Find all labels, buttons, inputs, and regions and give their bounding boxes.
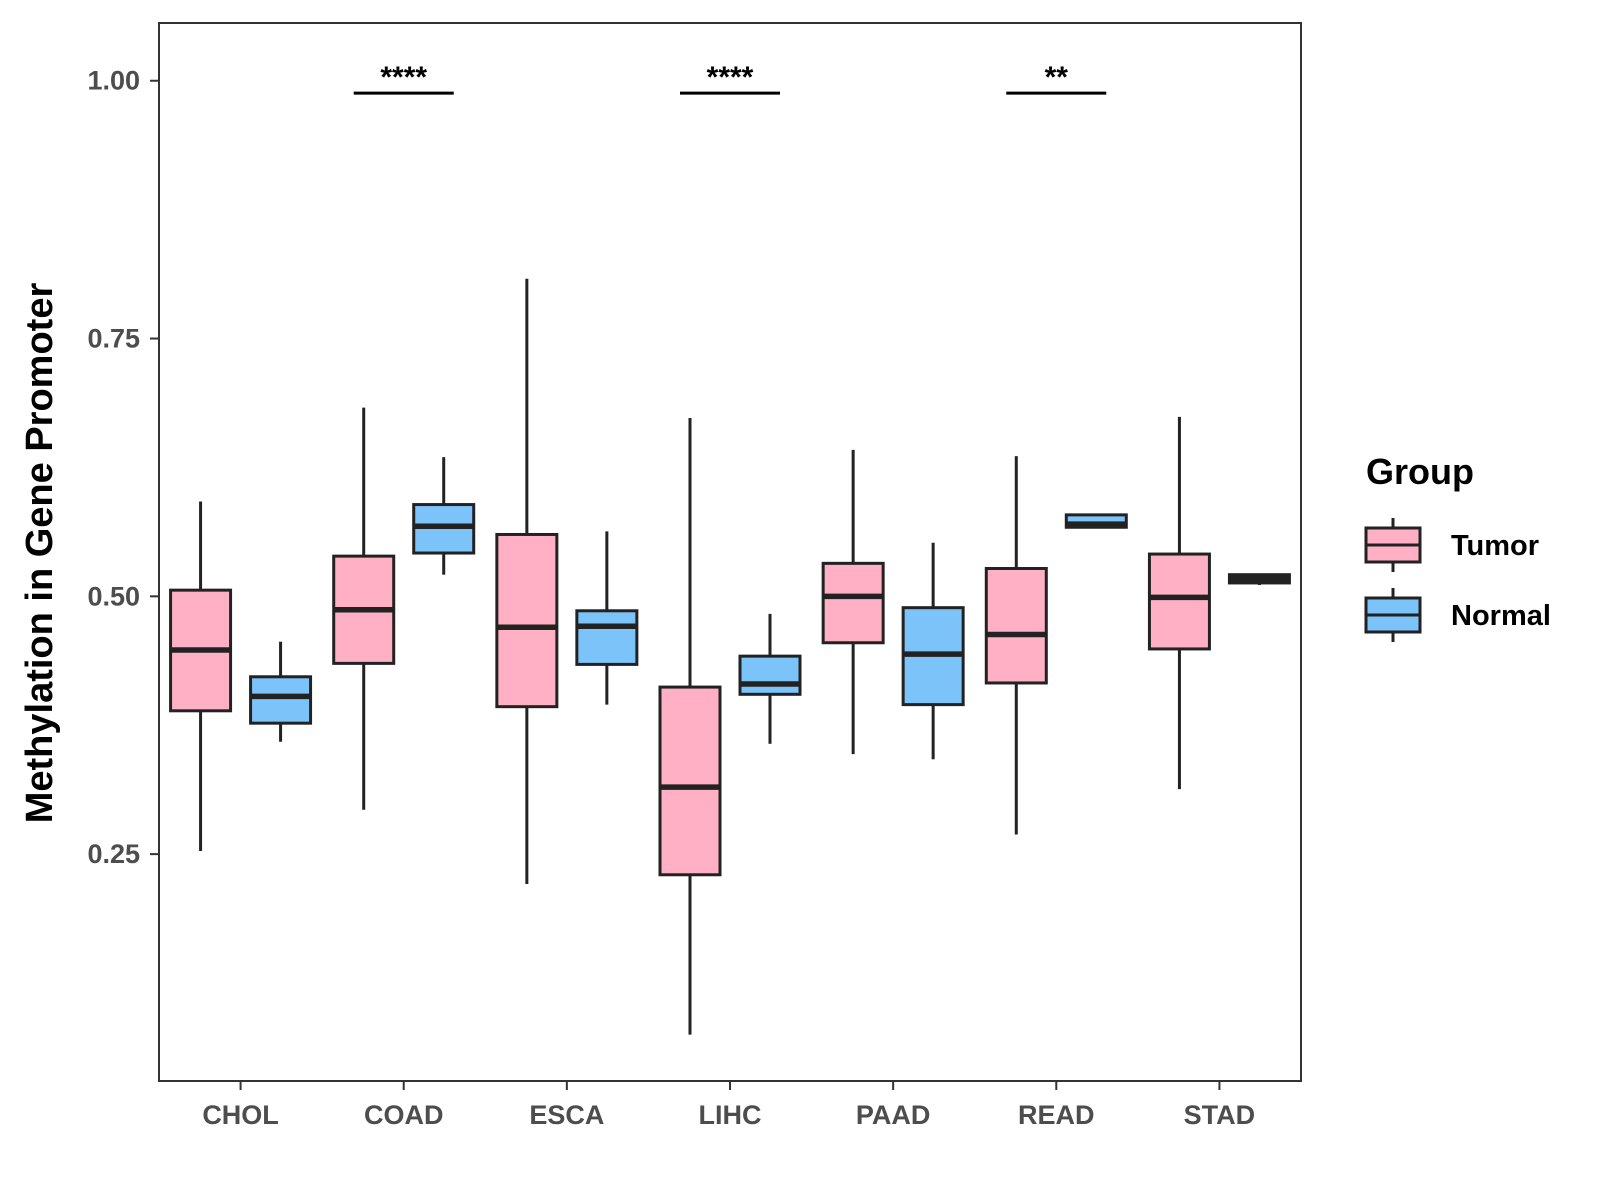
box-tumor-chol xyxy=(169,501,233,852)
box-iqr xyxy=(738,654,802,696)
box-iqr xyxy=(658,685,722,877)
series-normal xyxy=(249,457,1291,760)
y-tick-label: 0.25 xyxy=(87,839,140,869)
box-tumor-coad xyxy=(332,407,396,810)
x-tick-label: STAD xyxy=(1184,1100,1256,1130)
box-iqr xyxy=(495,532,559,709)
box-iqr xyxy=(984,566,1048,685)
y-tick-label: 0.50 xyxy=(87,581,140,611)
legend-item-normal: Normal xyxy=(1364,588,1551,642)
x-tick-label: READ xyxy=(1018,1100,1095,1130)
box-iqr xyxy=(575,609,639,666)
legend-label: Tumor xyxy=(1451,530,1539,562)
box-normal-read xyxy=(1064,513,1128,529)
legend: Group Tumor Normal xyxy=(1364,451,1551,642)
box-normal-lihc xyxy=(738,613,802,744)
box-normal-stad xyxy=(1227,573,1291,585)
box-normal-coad xyxy=(412,457,476,575)
box-tumor-read xyxy=(984,456,1048,835)
box-iqr xyxy=(1147,552,1211,651)
box-tumor-lihc xyxy=(658,417,722,1035)
box-normal-chol xyxy=(249,641,313,742)
legend-item-tumor: Tumor xyxy=(1364,518,1539,572)
box-iqr xyxy=(249,675,313,725)
significance-label: ** xyxy=(1045,61,1069,94)
significance-label: **** xyxy=(380,61,427,94)
box-normal-esca xyxy=(575,531,639,705)
x-tick-label: COAD xyxy=(364,1100,444,1130)
y-axis-title: Methylation in Gene Promoter xyxy=(19,283,61,824)
x-tick-label: CHOL xyxy=(202,1100,279,1130)
significance-label: **** xyxy=(707,61,754,94)
plot-area: 0.25 0.50 0.75 1.00 CHOL COAD ESCA LIHC PAAD READ… xyxy=(87,22,1302,1130)
box-tumor-esca xyxy=(495,278,559,885)
x-tick-label: PAAD xyxy=(856,1100,931,1130)
box-tumor-stad xyxy=(1147,416,1211,790)
series-tumor xyxy=(169,278,1211,1035)
legend-label: Normal xyxy=(1451,600,1551,632)
box-tumor-paad xyxy=(821,449,885,755)
box-iqr xyxy=(821,561,885,645)
legend-title: Group xyxy=(1366,451,1474,492)
y-tick-label: 1.00 xyxy=(87,66,140,96)
x-tick-label: LIHC xyxy=(699,1100,762,1130)
x-tick-label: ESCA xyxy=(529,1100,604,1130)
box-normal-paad xyxy=(901,542,965,760)
y-tick-label: 0.75 xyxy=(87,324,140,354)
